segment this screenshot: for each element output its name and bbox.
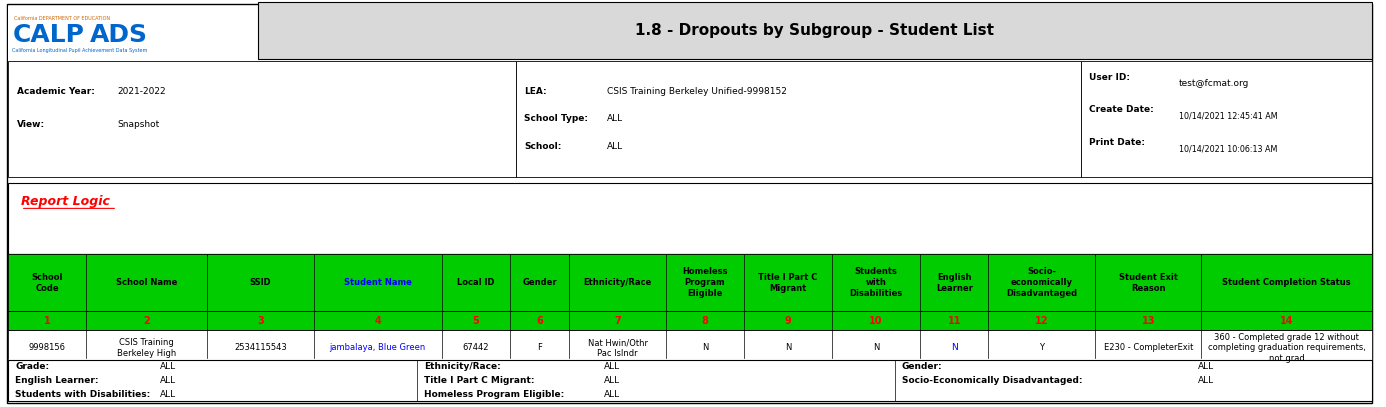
Text: 10/14/2021 12:45:41 AM: 10/14/2021 12:45:41 AM <box>1179 112 1278 120</box>
Text: 10/14/2021 10:06:13 AM: 10/14/2021 10:06:13 AM <box>1179 144 1278 153</box>
Text: 13: 13 <box>1142 315 1155 326</box>
Text: 2: 2 <box>143 315 150 326</box>
Text: 2021-2022: 2021-2022 <box>118 87 166 96</box>
Text: School Name: School Name <box>116 278 177 287</box>
Bar <box>8 6 256 81</box>
Text: ADS: ADS <box>90 23 148 46</box>
Text: 6: 6 <box>536 315 543 326</box>
Text: CSIS Training
Berkeley High: CSIS Training Berkeley High <box>118 338 176 358</box>
Bar <box>8 311 1372 330</box>
Text: ALL: ALL <box>159 363 176 372</box>
Text: 10: 10 <box>869 315 883 326</box>
Text: ALL: ALL <box>1198 363 1214 372</box>
Text: ALL: ALL <box>159 376 176 385</box>
Bar <box>8 330 1372 366</box>
Bar <box>516 61 1081 177</box>
Text: Nat Hwin/Othr
Pac Islndr: Nat Hwin/Othr Pac Islndr <box>588 338 647 358</box>
Text: Ethnicity/Race:: Ethnicity/Race: <box>424 363 500 372</box>
Text: ALL: ALL <box>607 142 622 151</box>
Text: Student Name: Student Name <box>344 278 412 287</box>
Bar <box>258 2 1372 59</box>
Text: 8: 8 <box>701 315 708 326</box>
Text: Student Exit
Reason: Student Exit Reason <box>1119 273 1178 293</box>
Text: 5: 5 <box>473 315 480 326</box>
Text: N: N <box>784 344 791 352</box>
Text: E230 - CompleterExit: E230 - CompleterExit <box>1103 344 1193 352</box>
Text: Homeless Program Eligible:: Homeless Program Eligible: <box>424 389 564 398</box>
Text: Students
with
Disabilities: Students with Disabilities <box>850 267 902 298</box>
Text: School:: School: <box>524 142 561 151</box>
Text: 67442: 67442 <box>463 344 489 352</box>
Text: LEA:: LEA: <box>524 87 546 96</box>
Text: English Learner:: English Learner: <box>15 376 98 385</box>
Text: Gender:: Gender: <box>901 363 942 372</box>
Text: 7: 7 <box>614 315 621 326</box>
Text: Local ID: Local ID <box>457 278 495 287</box>
Text: ALL: ALL <box>607 114 622 123</box>
Text: 1: 1 <box>44 315 51 326</box>
Text: CSIS Training Berkeley Unified-9998152: CSIS Training Berkeley Unified-9998152 <box>607 87 787 96</box>
Text: Title I Part C Migrant:: Title I Part C Migrant: <box>424 376 535 385</box>
Text: View:: View: <box>17 120 44 129</box>
Text: Y: Y <box>1040 344 1044 352</box>
Text: Student Completion Status: Student Completion Status <box>1222 278 1351 287</box>
Text: English
Learner: English Learner <box>936 273 973 293</box>
Text: Snapshot: Snapshot <box>118 120 159 129</box>
Text: California DEPARTMENT OF EDUCATION: California DEPARTMENT OF EDUCATION <box>14 16 109 21</box>
Text: Homeless
Program
Eligible: Homeless Program Eligible <box>682 267 728 298</box>
Text: ALL: ALL <box>603 389 620 398</box>
Text: ALL: ALL <box>1198 376 1214 385</box>
Text: Print Date:: Print Date: <box>1089 138 1145 147</box>
Text: Title I Part C
Migrant: Title I Part C Migrant <box>758 273 818 293</box>
Bar <box>8 183 1372 254</box>
Text: ALL: ALL <box>603 363 620 372</box>
Text: 2534115543: 2534115543 <box>234 344 287 352</box>
Text: 9: 9 <box>784 315 791 326</box>
Text: N: N <box>951 344 958 352</box>
Text: 11: 11 <box>948 315 960 326</box>
Bar <box>8 254 1372 311</box>
Text: ALL: ALL <box>603 376 620 385</box>
Text: 4: 4 <box>374 315 381 326</box>
Bar <box>8 254 1372 358</box>
Text: F: F <box>538 344 542 352</box>
Text: Academic Year:: Academic Year: <box>17 87 94 96</box>
Text: 14: 14 <box>1279 315 1293 326</box>
Text: Grade:: Grade: <box>15 363 50 372</box>
Text: Socio-Economically Disadvantaged:: Socio-Economically Disadvantaged: <box>901 376 1082 385</box>
Text: SSID: SSID <box>249 278 272 287</box>
Bar <box>8 360 1372 401</box>
Bar <box>1081 61 1372 177</box>
Text: Socio-
economically
Disadvantaged: Socio- economically Disadvantaged <box>1006 267 1077 298</box>
Text: School Type:: School Type: <box>524 114 588 123</box>
Bar <box>8 61 516 177</box>
Text: 360 - Completed grade 12 without
completing graduation requirements,
not grad: 360 - Completed grade 12 without complet… <box>1207 333 1365 363</box>
Text: N: N <box>873 344 879 352</box>
Text: California Longitudinal Pupil Achievement Data System: California Longitudinal Pupil Achievemen… <box>12 48 148 53</box>
Text: CALP: CALP <box>12 23 85 46</box>
Text: test@fcmat.org: test@fcmat.org <box>1179 79 1249 88</box>
Text: 12: 12 <box>1035 315 1048 326</box>
Text: Create Date:: Create Date: <box>1089 105 1155 114</box>
Text: Report Logic: Report Logic <box>21 195 109 208</box>
Text: ALL: ALL <box>159 389 176 398</box>
Text: jambalaya, Blue Green: jambalaya, Blue Green <box>330 344 426 352</box>
Text: User ID:: User ID: <box>1089 73 1130 82</box>
Text: School
Code: School Code <box>32 273 64 293</box>
Text: N: N <box>701 344 708 352</box>
Text: 3: 3 <box>256 315 263 326</box>
Text: 9998156: 9998156 <box>29 344 67 352</box>
Text: Gender: Gender <box>523 278 557 287</box>
Text: Students with Disabilities:: Students with Disabilities: <box>15 389 151 398</box>
Text: Ethnicity/Race: Ethnicity/Race <box>584 278 651 287</box>
Text: 1.8 - Dropouts by Subgroup - Student List: 1.8 - Dropouts by Subgroup - Student Lis… <box>635 23 994 38</box>
